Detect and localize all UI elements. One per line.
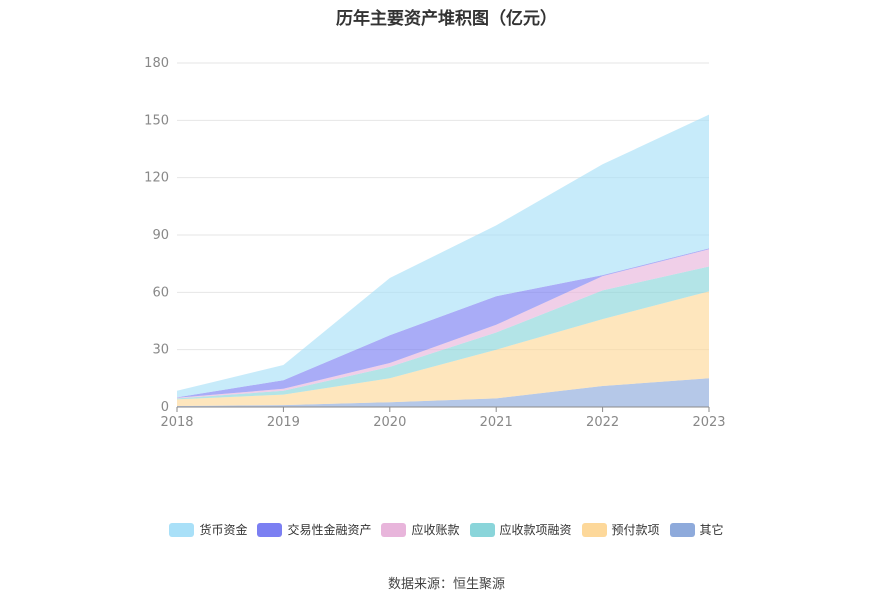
legend-label-receivables-financing: 应收款项融资	[499, 523, 572, 537]
legend: 货币资金 交易性金融资产 应收账款 应收款项融资 预付款项 其它	[0, 521, 893, 538]
y-tick-label: 60	[152, 285, 169, 300]
legend-label-accounts-receivable: 应收账款	[411, 523, 460, 537]
legend-label-other: 其它	[699, 523, 724, 537]
legend-item-other[interactable]: 其它	[669, 521, 724, 538]
area-series-2	[177, 266, 709, 400]
y-tick-label: 180	[144, 56, 169, 71]
legend-label-prepayments: 预付款项	[611, 523, 660, 537]
legend-swatch-receivables-financing	[469, 522, 495, 537]
x-tick-label: 2021	[480, 415, 513, 430]
legend-item-prepayments[interactable]: 预付款项	[581, 521, 660, 538]
area-series-4	[177, 248, 709, 398]
y-tick-label: 30	[152, 343, 169, 358]
x-tick-label: 2019	[267, 415, 300, 430]
area-series-0	[177, 378, 709, 407]
x-tick-label: 2018	[160, 415, 193, 430]
area-series-1	[177, 291, 709, 406]
x-tick-label: 2022	[586, 415, 619, 430]
legend-swatch-accounts-receivable	[381, 522, 407, 537]
y-tick-label: 150	[144, 113, 169, 128]
legend-label-trading-assets: 交易性金融资产	[287, 523, 372, 537]
legend-swatch-trading-assets	[257, 522, 283, 537]
stacked-area-chart: 0 30 60 90 120 150 180 2018 2019 2020 2021 2022 2023	[144, 56, 725, 430]
legend-item-cash[interactable]: 货币资金	[169, 521, 247, 538]
x-tick-label: 2023	[692, 415, 725, 430]
legend-label-cash: 货币资金	[199, 523, 248, 537]
x-tick-label: 2020	[373, 415, 406, 430]
legend-item-trading-assets[interactable]: 交易性金融资产	[257, 521, 371, 538]
chart-title: 历年主要资产堆积图（亿元）	[336, 9, 557, 29]
legend-swatch-other	[669, 522, 695, 537]
legend-swatch-prepayments	[581, 522, 607, 537]
legend-swatch-cash	[169, 522, 195, 537]
data-source: 数据来源：恒生聚源	[387, 577, 505, 592]
legend-item-receivables-financing[interactable]: 应收款项融资	[469, 521, 572, 538]
y-tick-label: 0	[161, 400, 169, 415]
y-tick-label: 120	[144, 171, 169, 186]
y-tick-label: 90	[152, 228, 169, 243]
legend-item-accounts-receivable[interactable]: 应收账款	[381, 521, 460, 538]
area-series-5	[177, 114, 709, 398]
area-series-3	[177, 249, 709, 399]
